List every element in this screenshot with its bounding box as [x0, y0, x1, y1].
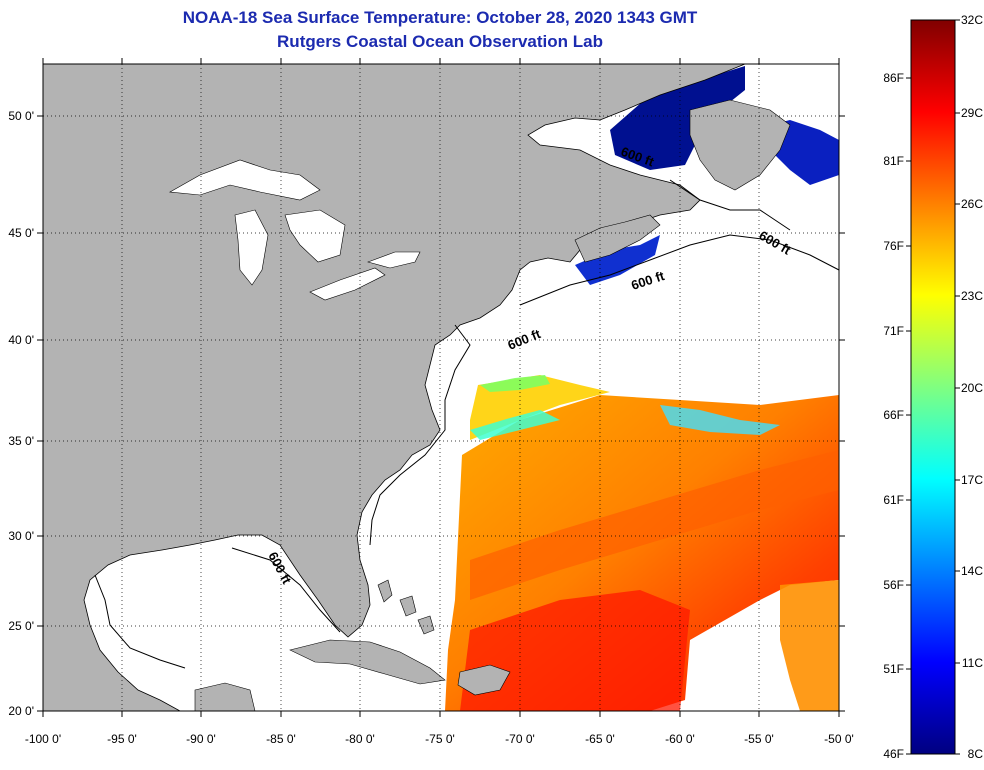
yucatan-land: [194, 682, 256, 711]
celsius-label: 29C: [961, 106, 983, 120]
latitude-label: 20 0': [8, 704, 34, 718]
cuba-land: [289, 639, 446, 685]
celsius-label: 23C: [961, 289, 983, 303]
latitude-axis: 50 0' 45 0' 40 0' 35 0' 30 0' 25 0' 20 0': [8, 109, 34, 718]
latitude-label: 40 0': [8, 333, 34, 347]
sst-cold-labrador: [610, 66, 745, 170]
longitude-label: -50 0': [824, 732, 854, 746]
lake-superior: [169, 159, 321, 201]
sst-cyan-band: [470, 410, 560, 440]
nova-scotia-land: [574, 214, 661, 263]
sst-green-patch: [480, 375, 550, 392]
latitude-label: 50 0': [8, 109, 34, 123]
celsius-label: 20C: [961, 381, 983, 395]
map-title: NOAA-18 Sea Surface Temperature: October…: [182, 8, 698, 27]
fahrenheit-label: 61F: [883, 493, 904, 507]
depth-contour-atlantic: [369, 324, 471, 546]
colorbar-gradient: [910, 19, 956, 755]
longitude-label: -80 0': [345, 732, 375, 746]
lake-huron: [284, 209, 346, 263]
fahrenheit-label: 51F: [883, 662, 904, 676]
celsius-scale: 32C 29C 26C 23C 20C 17C 14C 11C 8C: [955, 13, 983, 761]
fahrenheit-label: 66F: [883, 408, 904, 422]
longitude-label: -95 0': [107, 732, 137, 746]
sst-gulf-stream: [470, 450, 839, 600]
lake-michigan: [234, 209, 269, 286]
latitude-label: 25 0': [8, 619, 34, 633]
longitude-label: -75 0': [425, 732, 455, 746]
depth-contour-grand-banks: [669, 179, 791, 231]
celsius-label: 11C: [962, 656, 983, 670]
fahrenheit-label: 76F: [883, 239, 904, 253]
longitude-label: -85 0': [266, 732, 296, 746]
latitude-label: 45 0': [8, 226, 34, 240]
fahrenheit-scale: 86F 81F 76F 71F 66F 61F 56F 51F 46F: [883, 71, 911, 761]
tick-marks: [37, 58, 845, 717]
depth-contour-north: [519, 234, 839, 306]
depth-contour-gulf: [94, 547, 341, 669]
celsius-label: 8C: [968, 747, 984, 761]
celsius-label: 26C: [961, 197, 983, 211]
fahrenheit-label: 56F: [883, 578, 904, 592]
longitude-label: -60 0': [665, 732, 695, 746]
longitude-label: -70 0': [505, 732, 535, 746]
lake-erie: [309, 267, 386, 301]
sst-red-core: [460, 590, 690, 711]
lake-ontario: [367, 251, 421, 269]
latitude-label: 35 0': [8, 434, 34, 448]
bahamas-islands: [377, 579, 435, 635]
map-frame: [42, 63, 840, 712]
fahrenheit-label: 71F: [883, 324, 904, 338]
longitude-label: -65 0': [585, 732, 615, 746]
map-subtitle: Rutgers Coastal Ocean Observation Lab: [277, 32, 603, 51]
longitude-label: -55 0': [744, 732, 774, 746]
fahrenheit-label: 86F: [883, 71, 904, 85]
longitude-axis: -100 0' -95 0' -90 0' -85 0' -80 0' -75 0' -70…: [25, 732, 854, 746]
fahrenheit-label: 46F: [883, 747, 904, 761]
celsius-label: 14C: [961, 564, 983, 578]
newfoundland-land: [689, 99, 791, 191]
longitude-label: -100 0': [25, 732, 61, 746]
longitude-label: -90 0': [186, 732, 216, 746]
celsius-label: 17C: [961, 473, 983, 487]
sst-southeast-patch: [780, 580, 839, 711]
latitude-label: 30 0': [8, 529, 34, 543]
hispaniola-land: [457, 664, 511, 696]
celsius-label: 32C: [961, 13, 983, 27]
fahrenheit-label: 81F: [883, 154, 904, 168]
sst-cold-gulf-stlawrence: [575, 235, 660, 285]
sst-frontal-band: [660, 405, 780, 435]
north-america-land: [43, 64, 746, 711]
graticule: [43, 64, 839, 711]
